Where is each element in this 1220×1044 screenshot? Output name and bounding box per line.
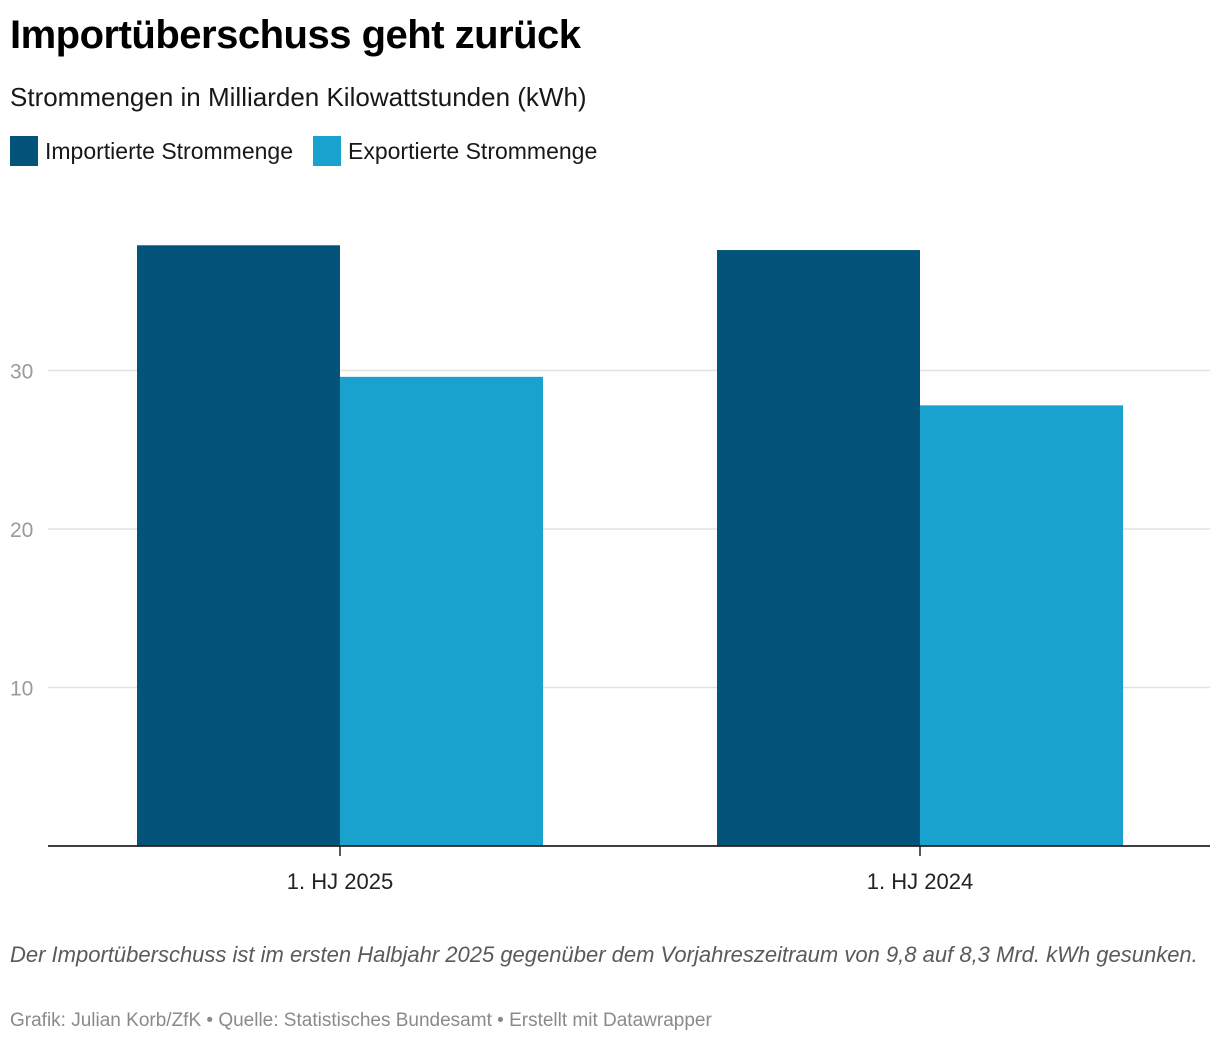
y-tick-label-10: 10 (10, 678, 33, 701)
y-tick-label-20: 20 (10, 519, 33, 542)
bar-export-2 (920, 405, 1123, 846)
legend-swatch-import (10, 136, 38, 166)
y-tick-label-30: 30 (10, 361, 33, 384)
legend: Importierte Strommenge Exportierte Strom… (10, 136, 617, 166)
x-category-label-1: 1. HJ 2025 (287, 869, 393, 894)
legend-swatch-export (312, 136, 341, 166)
chart-title: Importüberschuss geht zurück (10, 13, 581, 57)
bar-chart: 10 20 30 1. HJ 2025 1. HJ 2024 (10, 245, 1210, 894)
chart-footer: Grafik: Julian Korb/ZfK • Quelle: Statis… (10, 1010, 712, 1031)
legend-label-import: Importierte Strommenge (45, 137, 293, 164)
bar-import-1 (137, 245, 340, 846)
legend-item-export: Exportierte Strommenge (312, 136, 598, 166)
bar-import-2 (717, 250, 920, 846)
legend-item-import: Importierte Strommenge (10, 136, 293, 166)
chart-note: Der Importüberschuss ist im ersten Halbj… (10, 942, 1198, 967)
x-category-label-2: 1. HJ 2024 (867, 869, 973, 894)
chart-subtitle: Strommengen in Milliarden Kilowattstunde… (10, 82, 587, 112)
bar-export-1 (340, 376, 543, 846)
legend-label-export: Exportierte Strommenge (347, 137, 598, 164)
